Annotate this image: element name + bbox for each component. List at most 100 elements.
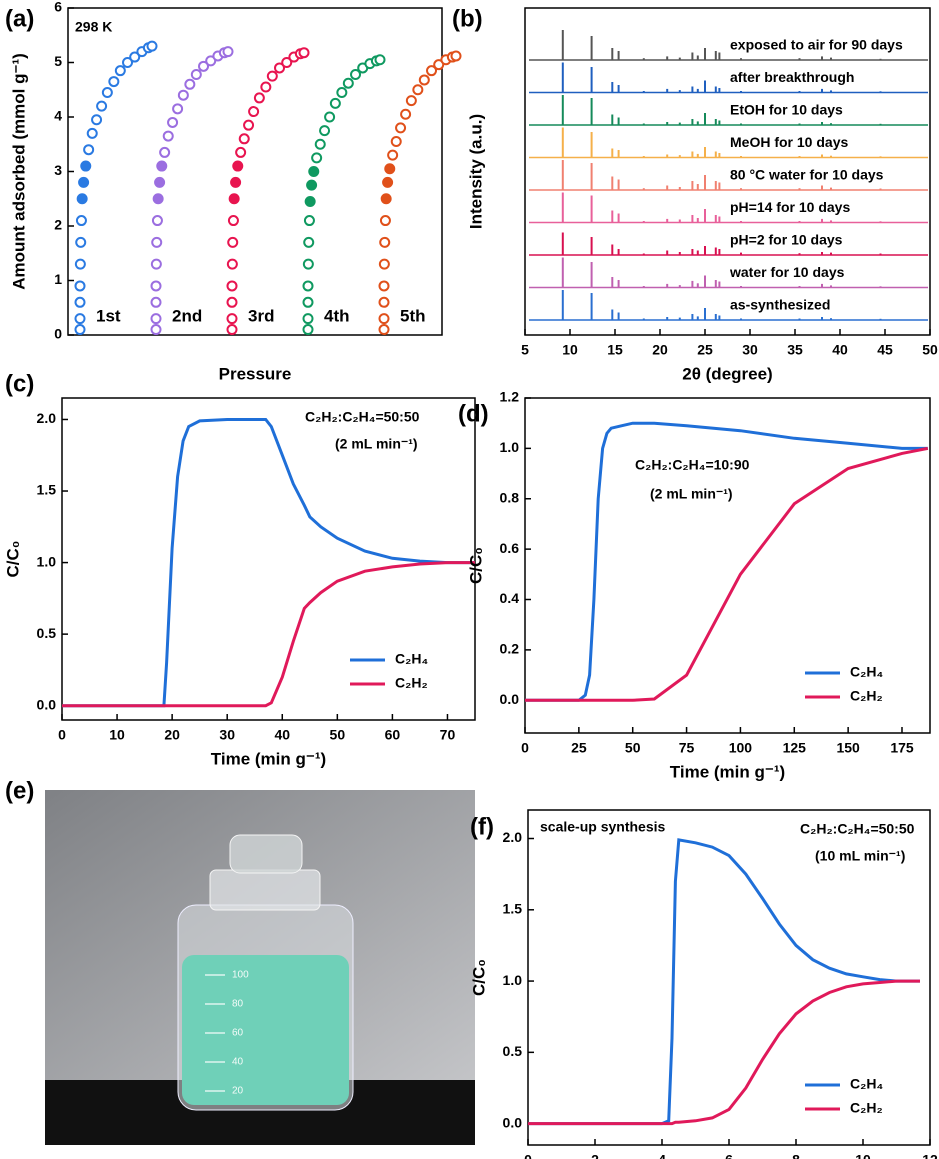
y-tick-label: 6	[54, 0, 62, 15]
annotation: (2 mL min⁻¹)	[650, 486, 733, 502]
data-point	[311, 152, 323, 164]
x-axis-title: 2θ (degree)	[682, 364, 772, 383]
series-label: exposed to air for 90 days	[730, 37, 903, 53]
data-point	[101, 86, 113, 98]
data-point	[314, 138, 326, 150]
y-tick-label: 5	[54, 53, 62, 69]
data-point	[426, 65, 438, 77]
x-tick-label: 150	[836, 740, 860, 756]
x-tick-label: 6	[725, 1152, 733, 1159]
x-axis-title: Time (min g⁻¹)	[670, 762, 785, 781]
x-tick-label: 0	[58, 727, 66, 743]
data-line	[525, 446, 929, 702]
graduation-label: 20	[232, 1086, 244, 1097]
annotation: 298 K	[75, 19, 112, 35]
data-point	[306, 179, 318, 191]
data-point	[266, 70, 278, 82]
series-label: 5th	[400, 306, 426, 325]
data-point	[382, 176, 394, 188]
data-point	[384, 163, 396, 175]
data-point	[380, 193, 392, 205]
panel-label: (c)	[5, 370, 34, 397]
graduation-label: 40	[232, 1057, 244, 1068]
series-label: water for 10 days	[729, 264, 845, 280]
data-point	[152, 193, 164, 205]
y-tick-label: 2.0	[503, 829, 523, 845]
bottle-neck	[209, 869, 321, 911]
data-point	[74, 280, 86, 292]
data-point	[122, 57, 134, 68]
data-point	[83, 144, 95, 156]
y-tick-label: 1.2	[500, 389, 520, 405]
series-label: 80 °C water for 10 days	[730, 167, 884, 183]
panel-label: (d)	[458, 400, 489, 427]
annotation: C₂H₂:C₂H₄=50:50	[800, 821, 915, 837]
panel-label: (e)	[5, 777, 34, 804]
annotation: C₂H₂:C₂H₄=50:50	[305, 409, 420, 425]
x-tick-label: 2	[591, 1152, 599, 1159]
y-axis-title: C/C₀	[466, 547, 485, 584]
x-tick-label: 40	[274, 727, 290, 743]
data-point	[433, 59, 445, 71]
series-label: MeOH for 10 days	[730, 134, 848, 150]
y-tick-label: 1	[54, 271, 62, 287]
data-point	[248, 106, 260, 118]
data-line	[528, 838, 920, 1126]
data-point	[324, 111, 336, 123]
data-point	[342, 77, 354, 89]
x-tick-label: 8	[792, 1152, 800, 1159]
stopper	[229, 834, 303, 874]
x-tick-label: 60	[385, 727, 401, 743]
y-axis-title: C/C₀	[469, 959, 488, 996]
x-axis-title: Pressure	[219, 364, 292, 383]
x-tick-label: 12	[922, 1152, 938, 1159]
y-tick-label: 4	[54, 108, 62, 124]
data-point	[91, 114, 103, 126]
series-label: after breakthrough	[730, 69, 854, 85]
data-point	[156, 160, 168, 172]
y-axis-title: C/C₀	[3, 541, 22, 578]
series-label: 1st	[96, 306, 121, 325]
data-point	[172, 103, 184, 115]
data-point	[412, 84, 424, 96]
data-line	[62, 418, 475, 708]
data-point	[303, 236, 315, 248]
legend-label: C₂H₄	[850, 664, 883, 680]
annotation: (2 mL min⁻¹)	[335, 436, 418, 452]
data-point	[74, 324, 86, 336]
y-tick-label: 0.0	[503, 1114, 523, 1130]
plot-frame	[61, 397, 476, 721]
data-point	[114, 65, 126, 77]
series-label: 2nd	[172, 306, 202, 325]
x-tick-label: 70	[440, 727, 456, 743]
x-tick-label: 30	[742, 342, 758, 358]
data-point	[150, 258, 162, 270]
data-point	[319, 125, 331, 137]
y-tick-label: 0	[54, 326, 62, 342]
y-tick-label: 1.5	[37, 482, 57, 498]
data-point	[253, 92, 265, 104]
data-point	[304, 195, 316, 207]
data-point	[302, 258, 314, 270]
legend-label: C₂H₄	[850, 1076, 883, 1092]
data-point	[387, 149, 399, 161]
x-tick-label: 40	[832, 342, 848, 358]
data-point	[390, 136, 402, 148]
x-tick-label: 5	[521, 342, 529, 358]
data-point	[379, 215, 391, 227]
y-tick-label: 0.8	[500, 489, 520, 505]
data-point	[379, 236, 391, 248]
data-point	[232, 160, 244, 172]
data-point	[308, 166, 320, 177]
data-point	[374, 54, 386, 66]
y-axis-title: Intensity (a.u.)	[466, 114, 485, 229]
x-tick-label: 50	[922, 342, 938, 358]
data-point	[76, 193, 88, 205]
x-tick-label: 4	[658, 1152, 666, 1159]
data-point	[162, 130, 174, 142]
data-point	[227, 236, 239, 248]
data-point	[74, 296, 86, 308]
data-point	[238, 133, 250, 145]
data-point	[78, 176, 90, 188]
